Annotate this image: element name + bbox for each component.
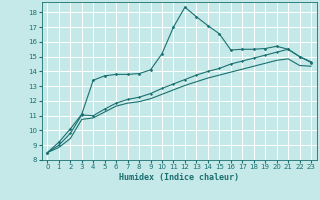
X-axis label: Humidex (Indice chaleur): Humidex (Indice chaleur) bbox=[119, 173, 239, 182]
